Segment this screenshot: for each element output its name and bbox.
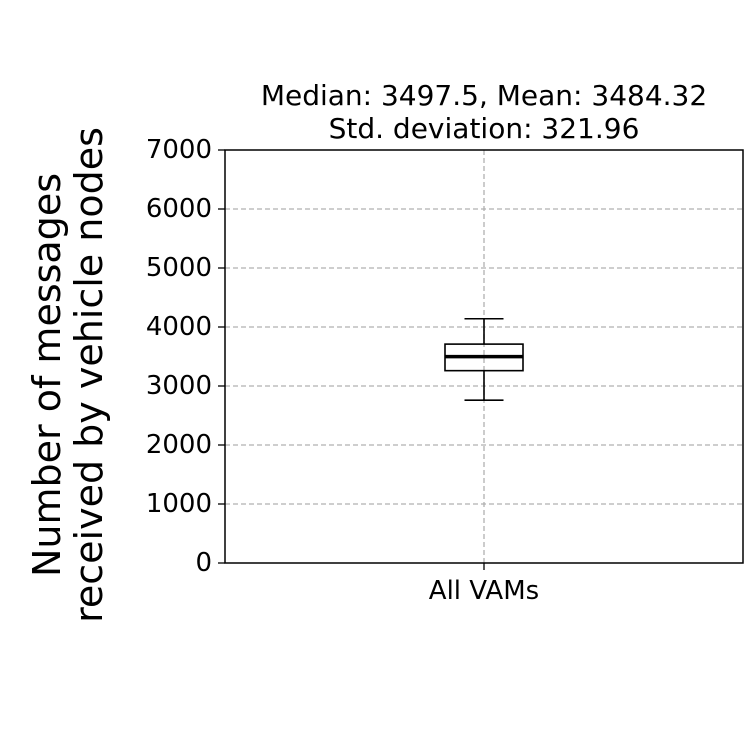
y-axis-ticks: 0 1000 2000 3000 4000 5000 6000 7000: [146, 135, 225, 578]
y-tick-label: 1000: [146, 489, 212, 519]
boxes-layer: [444, 317, 524, 401]
chart-title-line-2: Std. deviation: 321.96: [329, 112, 640, 145]
y-axis-label-line-1: Number of messages: [25, 173, 69, 577]
chart-title-line-1: Median: 3497.5, Mean: 3484.32: [261, 79, 707, 112]
y-axis-label-line-2: received by vehicle nodes: [67, 127, 111, 623]
y-tick-label: 7000: [146, 135, 212, 165]
x-axis-ticks: All VAMs: [429, 563, 539, 606]
y-tick-label: 4000: [146, 312, 212, 342]
y-tick-label: 5000: [146, 253, 212, 283]
y-tick-label: 6000: [146, 194, 212, 224]
y-tick-label: 0: [195, 548, 212, 578]
y-tick-label: 2000: [146, 430, 212, 460]
y-tick-label: 3000: [146, 371, 212, 401]
x-tick-label: All VAMs: [429, 576, 539, 606]
